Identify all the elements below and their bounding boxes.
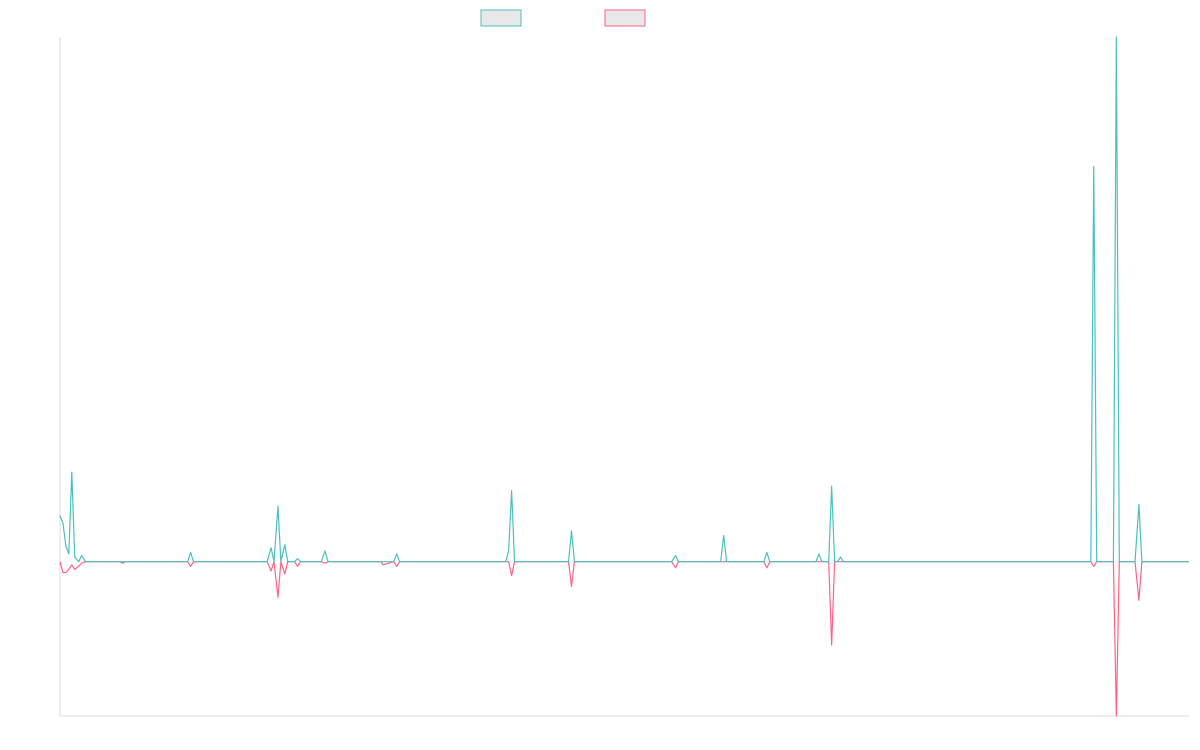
series-line-1 [59, 36, 1189, 563]
series-line-2 [59, 561, 1189, 717]
legend-item-1[interactable] [480, 9, 522, 27]
legend-swatch-2[interactable] [604, 9, 646, 27]
legend-item-2[interactable] [604, 9, 646, 27]
legend-swatch-1[interactable] [480, 9, 522, 27]
